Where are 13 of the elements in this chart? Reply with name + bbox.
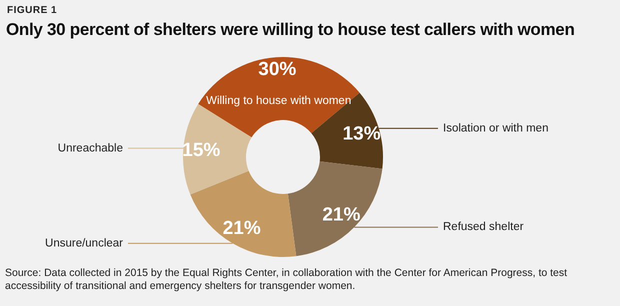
chart-subtitle: FIGURE 1 <box>7 5 58 16</box>
slice-label: Refused shelter <box>443 221 524 234</box>
slice-label: Willing to house with women <box>206 95 352 108</box>
data-label: 21% <box>222 218 261 239</box>
chart-title: Only 30 percent of shelters were willing to house test callers with women <box>6 20 575 40</box>
slice-label: Isolation or with men <box>443 122 548 134</box>
slice-label: Unreachable <box>58 142 123 154</box>
data-label: 13% <box>342 124 381 145</box>
data-label: 30% <box>258 59 296 80</box>
source-note: Source: Data collected in 2015 by the Equal Rights Center, in collaboration with the Center for American Progress, to test accessibility of transitional and emergency shelters for transgender women. <box>5 267 568 293</box>
data-label: 15% <box>182 140 220 161</box>
slice-label: Unsure/unclear <box>45 237 124 250</box>
data-label: 21% <box>322 204 361 226</box>
